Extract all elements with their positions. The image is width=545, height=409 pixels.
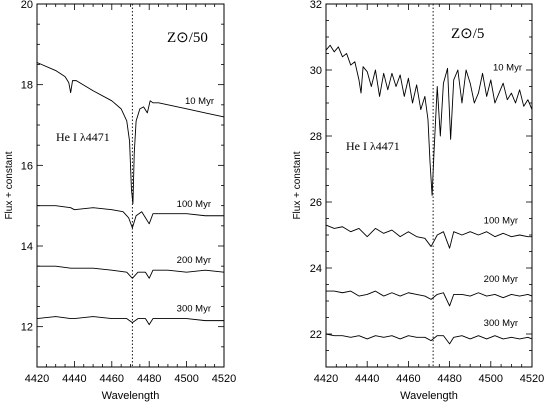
y-tick-label: 28 (310, 131, 322, 143)
series-age-label: 300 Myr (484, 318, 518, 329)
y-tick-label: 22 (310, 329, 322, 341)
line-id-label: He I λ4471 (346, 139, 400, 153)
series-age-label: 300 Myr (177, 304, 211, 315)
series-line-10-myr (36, 62, 225, 205)
x-tick-label: 4440 (355, 373, 379, 385)
y-axis-title: Flux + constant (4, 151, 15, 219)
series-age-label: 200 Myr (177, 255, 211, 266)
line-id-label: He I λ4471 (56, 130, 110, 144)
series-age-label: 100 Myr (177, 199, 211, 210)
y-tick-label: 32 (310, 0, 322, 11)
x-tick-label: 4420 (314, 373, 338, 385)
y-tick-label: 24 (310, 263, 322, 275)
x-tick-label: 4420 (25, 373, 49, 385)
y-tick-label: 12 (21, 322, 33, 334)
series-line-10-myr (325, 44, 533, 196)
series-line-100-myr (37, 205, 224, 229)
panel-metallicity-label: Z⊙/5 (451, 26, 484, 42)
series-line-300-myr (325, 333, 533, 345)
y-tick-label: 14 (21, 241, 33, 253)
series-age-label: 10 Myr (185, 96, 214, 107)
x-tick-label: 4480 (137, 373, 161, 385)
panel-left: 4420 4440 4460 4480 4500 4520 12 14 16 18 20 Wavele… (4, 0, 236, 402)
x-tick-label: 4500 (479, 373, 503, 385)
x-axis-title: Wavelength (400, 390, 458, 402)
y-axis-title: Flux + constant (292, 151, 303, 219)
x-tick-label: 4520 (212, 373, 236, 385)
panel-right: 4420 4440 4460 4480 4500 4520 22 24 26 28 30 32 Wave… (292, 0, 544, 402)
x-tick-label: 4440 (62, 373, 86, 385)
y-tick-label: 18 (21, 80, 33, 92)
x-tick-label: 4520 (520, 373, 544, 385)
y-tick-label: 20 (21, 0, 33, 11)
x-axis-title: Wavelength (102, 390, 160, 402)
y-tick-label: 30 (310, 65, 322, 77)
plot-frame (325, 3, 533, 368)
panel-metallicity-label: Z⊙/50 (167, 30, 208, 46)
series-age-label: 10 Myr (493, 63, 522, 74)
series-line-300-myr (36, 316, 224, 326)
x-tick-label: 4480 (437, 373, 461, 385)
y-tick-label: 26 (310, 197, 322, 209)
series-line-200-myr (37, 265, 225, 279)
y-tick-label: 16 (21, 160, 33, 172)
series-age-label: 200 Myr (484, 274, 518, 285)
x-tick-label: 4460 (100, 373, 124, 385)
x-tick-label: 4500 (174, 373, 198, 385)
series-age-label: 100 Myr (484, 216, 518, 227)
series-line-100-myr (325, 224, 532, 249)
x-tick-label: 4460 (396, 373, 420, 385)
series-line-200-myr (326, 290, 533, 307)
